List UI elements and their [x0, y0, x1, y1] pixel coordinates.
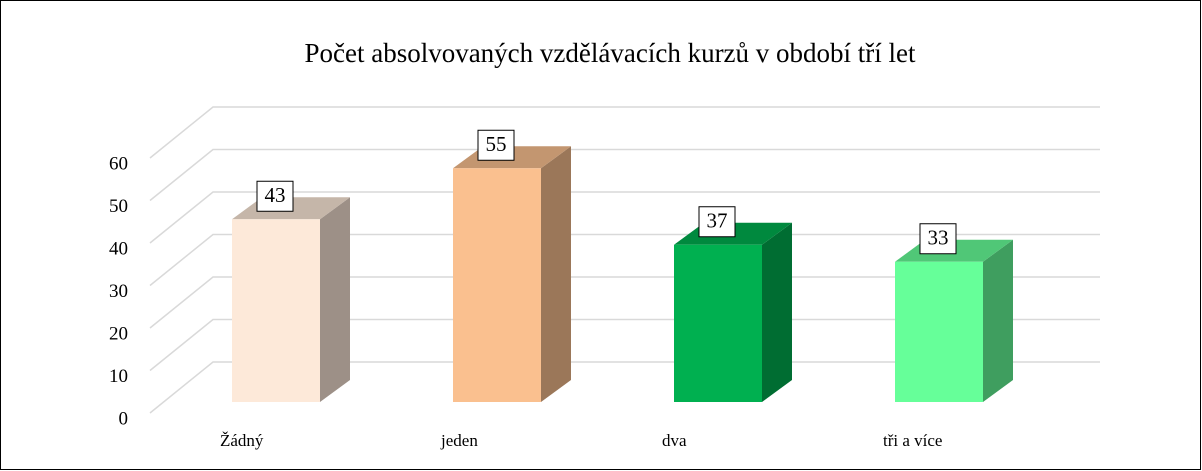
data-label: 55 — [486, 132, 507, 156]
grid-line — [149, 318, 1100, 372]
y-tick-label: 30 — [109, 281, 128, 302]
x-tick-label: tři a více — [883, 431, 942, 450]
grid-line — [149, 148, 1100, 202]
bar-front — [232, 219, 320, 402]
bar-front — [453, 168, 541, 402]
data-label: 37 — [707, 209, 728, 233]
data-label: 43 — [265, 183, 286, 207]
bar — [232, 197, 350, 402]
x-tick-label: Žádný — [220, 431, 264, 450]
bar — [453, 146, 571, 402]
grid-line — [149, 276, 1100, 329]
grid-line — [149, 233, 1100, 287]
y-tick-label: 10 — [109, 366, 128, 387]
data-label-box — [256, 180, 294, 212]
bar-side — [541, 146, 571, 402]
chart-title: Počet absolvovaných vzdělávacích kurzů v… — [304, 38, 916, 68]
grid-line — [149, 361, 1100, 414]
grid-line — [149, 106, 1100, 159]
bar-front — [674, 244, 762, 402]
x-tick-label: jeden — [440, 431, 478, 450]
x-tick-label: dva — [662, 431, 687, 450]
bar-side — [983, 239, 1013, 402]
data-label: 33 — [928, 226, 949, 250]
bar-side — [320, 197, 350, 402]
bar — [895, 239, 1013, 402]
data-label-box — [698, 206, 736, 238]
bars: 43 Žádný 55 jeden 37 dva 33 tři a více — [220, 129, 1013, 450]
data-label-box — [477, 129, 515, 161]
bar-side — [762, 222, 792, 402]
grid-line — [149, 191, 1100, 244]
y-tick-label: 40 — [109, 238, 128, 259]
data-label-box — [919, 223, 957, 255]
y-tick-label: 50 — [109, 196, 128, 217]
grid: 0 10 20 30 40 50 60 — [109, 106, 1100, 429]
y-tick-label: 60 — [109, 153, 128, 174]
bar-front — [895, 261, 983, 402]
y-tick-label: 20 — [109, 323, 128, 344]
y-tick-label: 0 — [119, 408, 129, 429]
bar — [674, 222, 792, 402]
